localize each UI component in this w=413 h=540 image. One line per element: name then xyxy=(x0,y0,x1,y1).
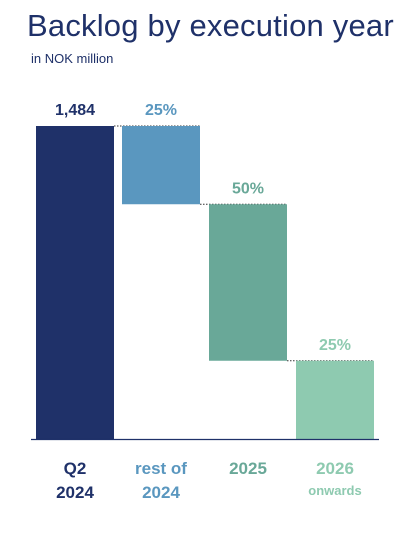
bar-3 xyxy=(209,204,287,361)
chart-subtitle: in NOK million xyxy=(31,51,114,66)
category-line-2: 2024 xyxy=(142,483,180,502)
data-label-4: 25% xyxy=(319,337,351,354)
category-label-4: 2026 onwards xyxy=(286,457,384,501)
category-line-1: Q2 xyxy=(63,459,87,478)
category-line-1: 2026 xyxy=(316,459,354,478)
category-line-1: 2025 xyxy=(229,459,267,478)
category-label-1: Q2 2024 xyxy=(26,457,124,505)
category-line-2: 2024 xyxy=(56,483,94,502)
bar-4 xyxy=(296,360,374,439)
data-label-3: 50% xyxy=(232,180,264,197)
data-label-1: 1,484 xyxy=(55,102,95,119)
category-label-3: 2025 xyxy=(199,457,297,481)
category-line-2: onwards xyxy=(308,483,362,498)
bar-2 xyxy=(122,126,200,205)
chart-title: Backlog by execution year xyxy=(27,8,394,43)
data-label-2: 25% xyxy=(145,102,177,119)
category-label-2: rest of 2024 xyxy=(112,457,210,505)
bar-1 xyxy=(36,126,114,439)
category-line-1: rest of xyxy=(135,459,187,478)
